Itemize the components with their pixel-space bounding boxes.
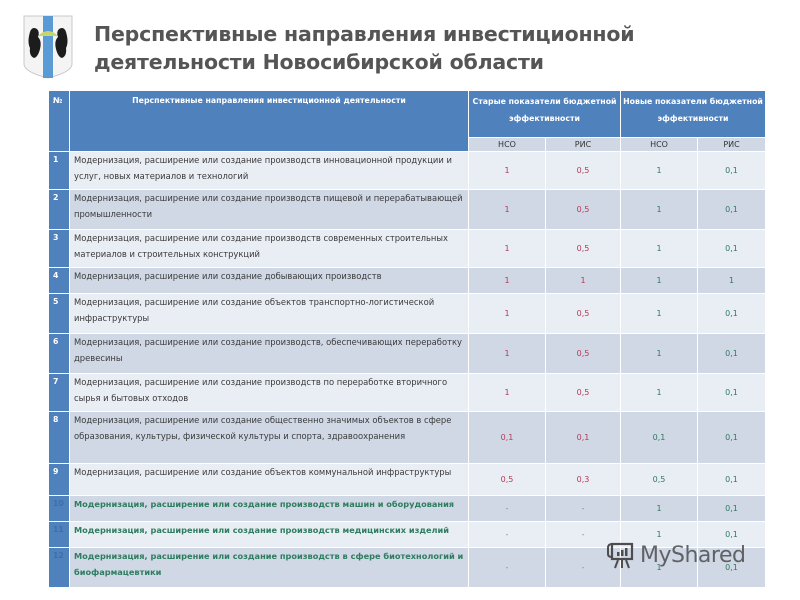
new-nso-value: 1 (620, 151, 699, 190)
row-direction: Модернизация, расширение или создание пр… (69, 547, 469, 588)
investment-directions-table: № Перспективные направления инвестиционн… (48, 90, 767, 588)
new-ris-value: 0,1 (697, 189, 767, 230)
old-ris-value: 0,5 (544, 293, 622, 334)
row-direction: Модернизация, расширение или создание пр… (69, 151, 469, 190)
new-nso-value: 1 (620, 521, 699, 548)
row-number: 9 (48, 463, 70, 496)
row-direction: Модернизация, расширение или создание до… (69, 267, 469, 294)
row-number: 11 (48, 521, 70, 548)
table-row: 9 Модернизация, расширение или создание … (48, 463, 767, 496)
old-nso-value: - (468, 547, 546, 588)
new-ris-value: 0,1 (697, 293, 767, 334)
column-header-number: № (48, 90, 70, 152)
new-nso-value: 1 (620, 373, 699, 412)
row-direction: Модернизация, расширение или создание пр… (69, 373, 469, 412)
old-nso-value: 0,1 (468, 411, 546, 464)
table-row: 8 Модернизация, расширение или создание … (48, 411, 767, 464)
page-title: Перспективные направления инвестиционной… (94, 20, 774, 76)
old-ris-value: 0,5 (544, 151, 622, 190)
old-ris-value: 0,5 (544, 229, 622, 268)
row-number: 12 (48, 547, 70, 588)
new-ris-value: 0,1 (697, 333, 767, 374)
old-ris-value: 0,5 (544, 373, 622, 412)
new-ris-value: 0,1 (697, 373, 767, 412)
old-nso-value: 1 (468, 151, 546, 190)
table-row: 2 Модернизация, расширение или создание … (48, 189, 767, 230)
title-line-1: Перспективные направления инвестиционной (94, 22, 635, 46)
column-header-old-indicators: Старые показатели бюджетной эффективност… (467, 90, 622, 138)
subheader-old-nso: НСО (468, 137, 546, 152)
new-ris-value: 0,1 (697, 521, 767, 548)
table-row: 4 Модернизация, расширение или создание … (48, 267, 767, 294)
new-nso-value: 1 (620, 267, 699, 294)
old-ris-value: - (544, 495, 622, 522)
new-nso-value: 1 (620, 189, 699, 230)
table-row: 6 Модернизация, расширение или создание … (48, 333, 767, 374)
table-row: 1 Модернизация, расширение или создание … (48, 151, 767, 190)
title-line-2: деятельности Новосибирской области (94, 50, 544, 74)
new-ris-value: 0,1 (697, 151, 767, 190)
row-direction: Модернизация, расширение или создание об… (69, 411, 469, 464)
row-direction: Модернизация, расширение или создание пр… (69, 189, 469, 230)
old-nso-value: 1 (468, 229, 546, 268)
new-nso-value: 0,1 (620, 411, 699, 464)
row-number: 3 (48, 229, 70, 268)
row-direction: Модернизация, расширение или создание пр… (69, 229, 469, 268)
table-row: 7 Модернизация, расширение или создание … (48, 373, 767, 412)
old-nso-value: 1 (468, 373, 546, 412)
row-number: 8 (48, 411, 70, 464)
row-number: 6 (48, 333, 70, 374)
old-nso-value: 1 (468, 189, 546, 230)
new-nso-value: 1 (620, 547, 699, 588)
new-ris-value: 0,1 (697, 229, 767, 268)
column-header-direction: Перспективные направления инвестиционной… (69, 90, 469, 152)
row-direction: Модернизация, расширение или создание об… (69, 463, 469, 496)
new-nso-value: 0,5 (620, 463, 699, 496)
row-number: 1 (48, 151, 70, 190)
old-ris-value: 0,5 (544, 333, 622, 374)
old-nso-value: 1 (468, 267, 546, 294)
row-number: 10 (48, 495, 70, 522)
new-nso-value: 1 (620, 293, 699, 334)
subheader-old-ris: РИС (544, 137, 622, 152)
old-ris-value: 0,3 (544, 463, 622, 496)
subheader-new-nso: НСО (620, 137, 699, 152)
table-row: 12 Модернизация, расширение или создание… (48, 547, 767, 588)
old-nso-value: - (468, 495, 546, 522)
old-ris-value: - (544, 521, 622, 548)
table-row: 5 Модернизация, расширение или создание … (48, 293, 767, 334)
novosibirsk-coat-of-arms-icon (23, 15, 73, 79)
new-ris-value: 0,1 (697, 411, 767, 464)
new-nso-value: 1 (620, 333, 699, 374)
row-direction: Модернизация, расширение или создание пр… (69, 333, 469, 374)
old-ris-value: - (544, 547, 622, 588)
row-direction: Модернизация, расширение или создание пр… (69, 521, 469, 548)
old-nso-value: 1 (468, 333, 546, 374)
old-ris-value: 1 (544, 267, 622, 294)
row-direction: Модернизация, расширение или создание пр… (69, 495, 469, 522)
new-ris-value: 0,1 (697, 547, 767, 588)
old-nso-value: 1 (468, 293, 546, 334)
row-direction: Модернизация, расширение или создание об… (69, 293, 469, 334)
new-nso-value: 1 (620, 495, 699, 522)
new-nso-value: 1 (620, 229, 699, 268)
subheader-new-ris: РИС (697, 137, 767, 152)
row-number: 7 (48, 373, 70, 412)
row-number: 5 (48, 293, 70, 334)
new-ris-value: 0,1 (697, 495, 767, 522)
table-row: 3 Модернизация, расширение или создание … (48, 229, 767, 268)
row-number: 4 (48, 267, 70, 294)
old-nso-value: 0,5 (468, 463, 546, 496)
table-row: 10 Модернизация, расширение или создание… (48, 495, 767, 522)
old-nso-value: - (468, 521, 546, 548)
old-ris-value: 0,5 (544, 189, 622, 230)
column-header-new-indicators: Новые показатели бюджетной эффективности (620, 90, 767, 138)
new-ris-value: 1 (697, 267, 767, 294)
row-number: 2 (48, 189, 70, 230)
table-row: 11 Модернизация, расширение или создание… (48, 521, 767, 548)
new-ris-value: 0,1 (697, 463, 767, 496)
old-ris-value: 0,1 (544, 411, 622, 464)
